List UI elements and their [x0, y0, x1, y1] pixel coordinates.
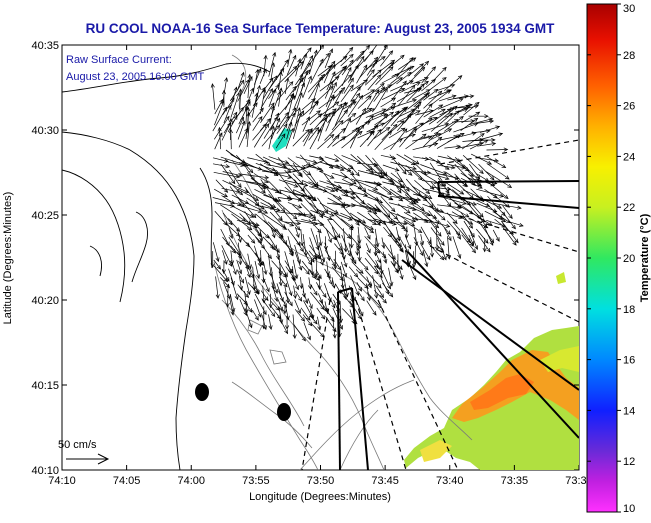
- x-tick-label: 73:40: [436, 475, 464, 487]
- colorbar-tick-label: 18: [623, 304, 635, 316]
- colorbar-tick-label: 24: [623, 151, 635, 163]
- colorbar-label: Temperature (°C): [639, 213, 651, 302]
- current-vector: [358, 235, 359, 250]
- y-tick-label: 40:30: [31, 125, 59, 137]
- x-tick-label: 73:50: [307, 475, 335, 487]
- current-vector: [487, 150, 508, 151]
- y-tick-label: 40:15: [31, 380, 59, 392]
- map-title: RU COOL NOAA-16 Sea Surface Temperature:…: [86, 21, 555, 36]
- colorbar-tick-label: 12: [623, 456, 635, 468]
- colorbar-tick-label: 26: [623, 101, 635, 113]
- inset-line-1: Raw Surface Current:: [66, 54, 172, 66]
- colorbar-tick-label: 10: [623, 503, 635, 515]
- x-tick-label: 73:55: [242, 475, 270, 487]
- y-tick-label: 40:10: [31, 465, 59, 477]
- x-tick-label: 73:35: [501, 475, 529, 487]
- colorbar-tick-label: 14: [623, 405, 635, 417]
- marker-buoy-1: [195, 383, 209, 401]
- current-vector: [231, 130, 232, 150]
- colorbar-tick-label: 28: [623, 50, 635, 62]
- colorbar-tick-label: 30: [623, 3, 635, 15]
- current-vector: [228, 284, 229, 306]
- x-tick-label: 74:05: [113, 475, 141, 487]
- scale-label: 50 cm/s: [58, 439, 97, 451]
- marker-buoy-2: [277, 403, 291, 421]
- colorbar-tick-label: 22: [623, 202, 635, 214]
- colorbar-tick-label: 20: [623, 253, 635, 265]
- y-tick-label: 40:20: [31, 295, 59, 307]
- colorbar-tick-label: 16: [623, 355, 635, 367]
- x-tick-label: 74:00: [177, 475, 205, 487]
- y-tick-label: 40:35: [31, 40, 59, 52]
- x-axis-label: Longitude (Degrees:Minutes): [249, 491, 391, 503]
- current-vector-head: [377, 40, 381, 44]
- x-tick-label: 73:45: [371, 475, 399, 487]
- colorbar: [587, 4, 617, 512]
- inset-line-2: August 23, 2005 16:00 GMT: [66, 71, 204, 83]
- y-axis-label: Latitude (Degrees:Minutes): [2, 192, 14, 325]
- y-tick-label: 40:25: [31, 210, 59, 222]
